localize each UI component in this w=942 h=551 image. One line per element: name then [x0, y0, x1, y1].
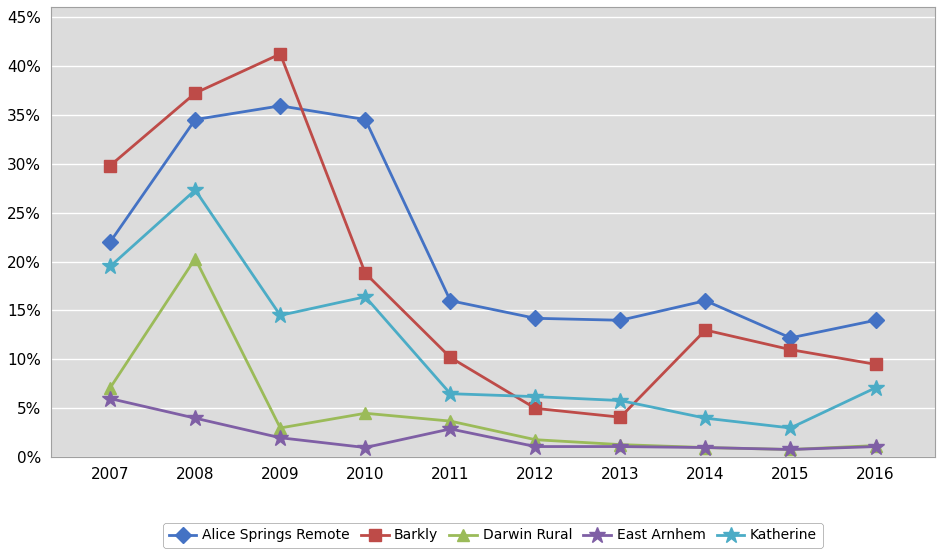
Darwin Rural [869, 442, 881, 449]
Darwin Rural [360, 410, 371, 417]
Darwin Rural [700, 444, 711, 451]
Line: Barkly: Barkly [105, 48, 881, 423]
Barkly [869, 361, 881, 368]
Barkly [189, 90, 201, 96]
Katherine [869, 385, 881, 391]
Darwin Rural [529, 436, 541, 443]
Line: Darwin Rural: Darwin Rural [104, 252, 882, 456]
Barkly [275, 51, 286, 57]
Barkly [445, 354, 456, 361]
Line: Katherine: Katherine [102, 182, 884, 436]
East Arnhem [445, 425, 456, 432]
Alice Springs Remote [275, 102, 286, 109]
Alice Springs Remote [360, 116, 371, 123]
East Arnhem [869, 443, 881, 450]
East Arnhem [105, 395, 116, 402]
Katherine [529, 393, 541, 400]
Katherine [700, 415, 711, 422]
Barkly [700, 327, 711, 333]
Barkly [105, 162, 116, 169]
Line: East Arnhem: East Arnhem [102, 390, 884, 458]
Legend: Alice Springs Remote, Barkly, Darwin Rural, East Arnhem, Katherine: Alice Springs Remote, Barkly, Darwin Rur… [163, 523, 822, 548]
East Arnhem [529, 443, 541, 450]
Katherine [445, 390, 456, 397]
Katherine [360, 294, 371, 300]
Alice Springs Remote [615, 317, 626, 323]
Darwin Rural [105, 385, 116, 391]
Alice Springs Remote [869, 317, 881, 323]
East Arnhem [785, 446, 796, 453]
Darwin Rural [189, 255, 201, 262]
Barkly [360, 270, 371, 277]
Katherine [275, 312, 286, 318]
East Arnhem [615, 443, 626, 450]
Alice Springs Remote [445, 298, 456, 304]
East Arnhem [700, 444, 711, 451]
East Arnhem [275, 434, 286, 441]
Darwin Rural [445, 418, 456, 424]
Barkly [529, 405, 541, 412]
East Arnhem [360, 444, 371, 451]
Alice Springs Remote [105, 239, 116, 245]
Darwin Rural [785, 446, 796, 453]
Barkly [785, 347, 796, 353]
Alice Springs Remote [529, 315, 541, 322]
Barkly [615, 414, 626, 420]
Alice Springs Remote [189, 116, 201, 123]
Alice Springs Remote [700, 298, 711, 304]
Katherine [615, 397, 626, 404]
Katherine [189, 187, 201, 193]
Alice Springs Remote [785, 334, 796, 341]
Katherine [105, 263, 116, 269]
East Arnhem [189, 415, 201, 422]
Darwin Rural [615, 441, 626, 448]
Line: Alice Springs Remote: Alice Springs Remote [105, 100, 881, 343]
Katherine [785, 425, 796, 431]
Darwin Rural [275, 425, 286, 431]
